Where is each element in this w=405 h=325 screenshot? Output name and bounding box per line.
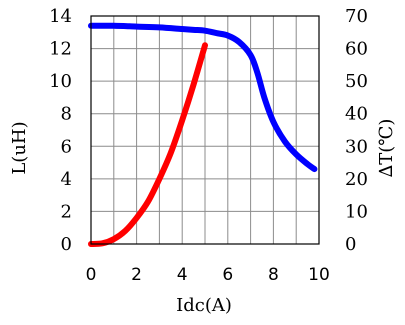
x-tick-label: 4 xyxy=(177,265,188,285)
y2-tick-label: 10 xyxy=(345,201,368,222)
tick-labels: 0 2 4 6 8 10 12 14 0 10 20 30 40 50 60 70 0 2 4 6 8 10 xyxy=(49,6,368,285)
y2-tick-label: 70 xyxy=(345,6,368,27)
y-tick-label: 4 xyxy=(61,169,72,190)
x-tick-label: 10 xyxy=(308,265,330,285)
plot-frame xyxy=(90,15,320,245)
y-tick-label: 10 xyxy=(49,71,72,92)
inductance-line xyxy=(88,22,318,173)
series-layer xyxy=(88,22,318,247)
x-tick-label: 6 xyxy=(222,265,233,285)
y-tick-label: 8 xyxy=(61,104,72,125)
y2-tick-label: 40 xyxy=(345,104,368,125)
x-tick-label: 8 xyxy=(268,265,279,285)
grid xyxy=(91,16,319,244)
y-tick-label: 2 xyxy=(61,201,72,222)
y-tick-label: 14 xyxy=(49,6,72,27)
y2-tick-label: 60 xyxy=(345,39,368,60)
x-tick-label: 0 xyxy=(86,265,97,285)
y-axis-label: L(uH) xyxy=(9,121,30,174)
y-tick-label: 0 xyxy=(61,234,72,255)
temperature-rise-line xyxy=(88,42,208,247)
y2-tick-label: 50 xyxy=(345,71,368,92)
x-axis-label: Idc(A) xyxy=(176,295,232,316)
y2-tick-label: 30 xyxy=(345,136,368,157)
y2-tick-label: 0 xyxy=(345,234,356,255)
y2-axis-label: ∆T(℃) xyxy=(376,119,397,178)
plot-border xyxy=(90,15,320,245)
y-tick-label: 6 xyxy=(61,136,72,157)
x-tick-label: 2 xyxy=(131,265,142,285)
y-tick-label: 12 xyxy=(49,39,72,60)
y2-tick-label: 20 xyxy=(345,169,368,190)
